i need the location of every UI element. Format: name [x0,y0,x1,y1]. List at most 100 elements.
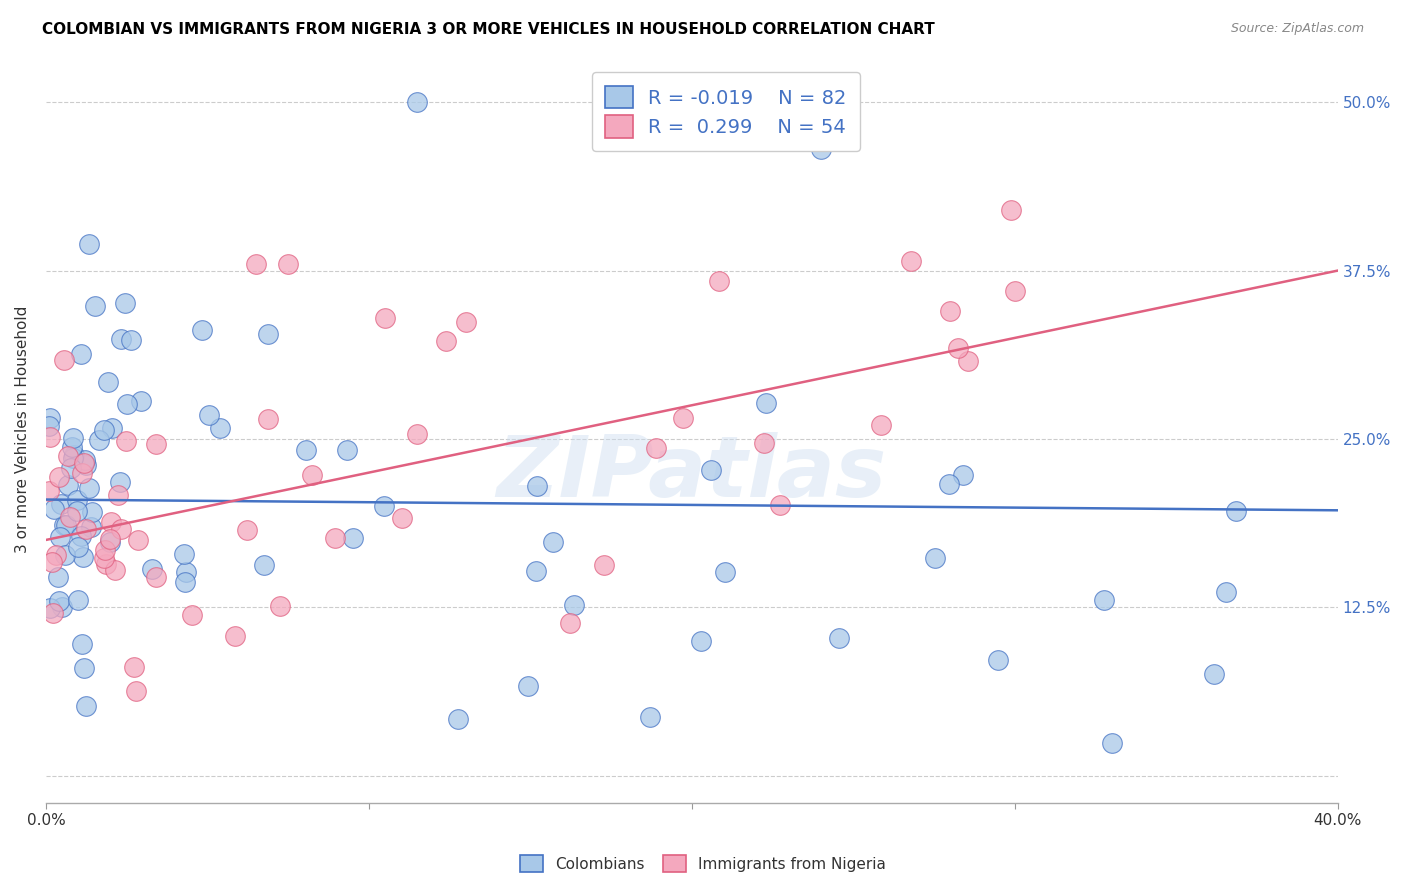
Point [342,532,364,546]
Point [714,565,737,579]
Point [44,501,66,516]
Point [84,299,107,313]
Point [236,523,259,537]
Point [66,504,89,518]
Point [75,458,97,472]
Legend: R = -0.019    N = 82, R =  0.299    N = 54: R = -0.019 N = 82, R = 0.299 N = 54 [592,72,860,152]
Point [245,257,267,271]
Point [110,522,132,536]
Point [38,418,60,433]
Point [100,516,122,530]
Point [73,661,96,675]
Point [48,470,70,484]
Point [454,315,477,329]
Point [374,310,396,325]
Point [59,510,82,524]
Point [110,332,132,346]
Point [391,511,413,525]
Point [39,411,62,425]
Point [67,592,90,607]
Point [700,463,723,477]
Point [253,558,276,573]
Point [75,453,97,467]
Point [277,257,299,271]
Point [62,431,84,445]
Point [198,409,221,423]
Point [115,434,138,449]
Point [53,353,76,368]
Y-axis label: 3 or more Vehicles in Household: 3 or more Vehicles in Household [15,305,30,552]
Point [70,529,93,543]
Point [1000,202,1022,217]
Point [924,550,946,565]
Point [707,274,730,288]
Point [516,679,538,693]
Point [42,606,65,620]
Point [406,95,429,110]
Point [63,448,86,462]
Point [1204,666,1226,681]
Point [938,477,960,491]
Point [39,429,62,443]
Point [97,376,120,390]
Point [145,570,167,584]
Point [323,531,346,545]
Point [56,477,79,491]
Point [939,304,962,318]
Point [752,436,775,450]
Point [562,598,585,612]
Point [174,565,197,579]
Point [256,326,278,341]
Point [269,599,291,613]
Point [115,397,138,411]
Point [41,555,63,569]
Point [301,467,323,482]
Point [689,634,711,648]
Point [114,296,136,310]
Point [104,563,127,577]
Point [870,418,893,433]
Point [828,631,851,645]
Point [257,412,280,426]
Point [1215,584,1237,599]
Point [224,629,246,643]
Point [70,466,93,480]
Point [946,341,969,355]
Point [294,443,316,458]
Point [541,535,564,549]
Point [94,557,117,571]
Point [45,548,67,562]
Point [62,450,84,465]
Point [70,347,93,361]
Point [53,517,76,532]
Point [66,493,89,508]
Point [434,334,457,348]
Point [638,710,661,724]
Point [145,437,167,451]
Point [56,449,79,463]
Point [526,479,548,493]
Text: Source: ZipAtlas.com: Source: ZipAtlas.com [1230,22,1364,36]
Point [49,530,72,544]
Point [98,535,121,549]
Point [46,569,69,583]
Point [1004,284,1026,298]
Point [39,601,62,615]
Point [952,468,974,483]
Point [672,411,695,425]
Legend: Colombians, Immigrants from Nigeria: Colombians, Immigrants from Nigeria [512,847,894,880]
Point [755,396,778,410]
Point [592,558,614,573]
Point [101,421,124,435]
Point [75,522,97,536]
Point [93,423,115,437]
Point [51,497,73,511]
Point [1101,735,1123,749]
Point [80,520,103,534]
Point [51,600,73,615]
Point [129,394,152,409]
Point [127,533,149,548]
Point [644,441,666,455]
Point [336,443,359,458]
Point [190,323,212,337]
